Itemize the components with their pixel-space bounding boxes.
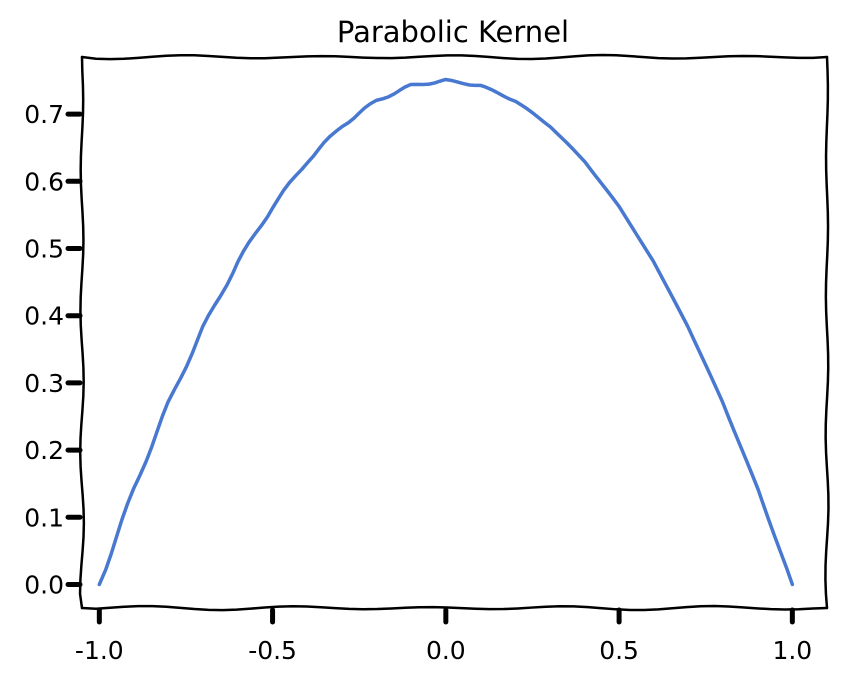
axes-top-spine — [80, 53, 829, 61]
data-point — [410, 84, 413, 87]
y-tick-label: 0.6 — [24, 167, 64, 196]
chart-title: Parabolic Kernel — [337, 15, 569, 49]
data-point — [167, 402, 170, 405]
y-tick-label: 0.7 — [24, 100, 64, 129]
data-point — [756, 487, 759, 490]
y-tick-label: 0.3 — [24, 369, 64, 398]
x-tick-label: -0.5 — [248, 636, 297, 665]
data-point — [98, 583, 101, 586]
data-point — [618, 205, 621, 208]
data-point — [687, 326, 690, 329]
axes-right-spine — [824, 55, 830, 610]
data-point — [375, 99, 378, 102]
series-line — [97, 77, 795, 587]
axes-frame — [78, 53, 830, 612]
data-point — [202, 326, 205, 329]
x-tick-label: -1.0 — [75, 636, 124, 665]
axes-left-spine — [78, 55, 86, 610]
data-point — [236, 260, 239, 263]
data-point — [444, 79, 447, 82]
y-axis: 0.0 0.1 0.2 0.3 0.4 0.5 0.6 0.7 — [24, 100, 83, 599]
x-axis: -1.0 -0.5 0.0 0.5 1.0 — [75, 607, 812, 665]
data-point — [722, 402, 725, 405]
data-point — [548, 124, 551, 127]
data-point — [583, 160, 586, 163]
plot-area — [97, 77, 795, 587]
y-tick-label: 0.1 — [24, 503, 64, 532]
data-point — [514, 99, 517, 102]
data-point — [791, 583, 794, 586]
y-tick-label: 0.0 — [24, 570, 64, 599]
data-point — [652, 260, 655, 263]
data-point — [479, 84, 482, 87]
data-point — [132, 487, 135, 490]
x-tick-label: 0.5 — [599, 636, 639, 665]
data-point — [271, 205, 274, 208]
y-tick-label: 0.4 — [24, 302, 64, 331]
axes-bottom-spine — [80, 604, 829, 612]
x-tick-label: 1.0 — [772, 636, 812, 665]
data-point — [340, 124, 343, 127]
y-tick-label: 0.2 — [24, 436, 64, 465]
data-point — [306, 160, 309, 163]
x-tick-label: 0.0 — [426, 636, 466, 665]
y-tick-label: 0.5 — [24, 235, 64, 264]
